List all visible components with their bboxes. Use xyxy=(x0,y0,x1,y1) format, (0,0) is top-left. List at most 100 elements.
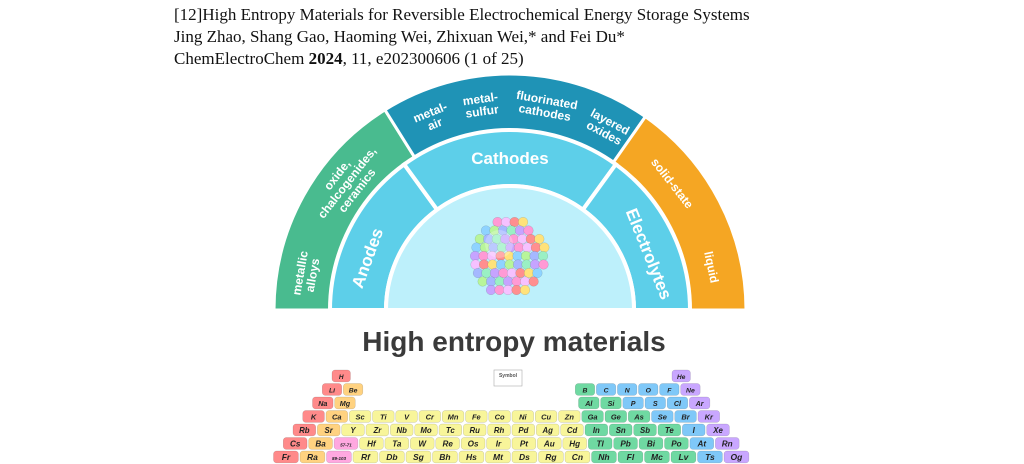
element-cell xyxy=(308,437,333,450)
atom-sphere xyxy=(504,259,515,270)
element-cell xyxy=(562,437,587,450)
atom-sphere xyxy=(513,242,524,253)
element-cell xyxy=(458,450,485,464)
atom-sphere xyxy=(521,259,532,270)
atom-sphere xyxy=(470,250,481,262)
element-cell xyxy=(442,410,465,423)
element-symbol: Mo xyxy=(420,426,432,435)
element-symbol: Cn xyxy=(572,452,583,462)
element-symbol: Ge xyxy=(611,412,621,421)
atom-sphere xyxy=(481,267,492,279)
element-cell xyxy=(638,383,659,396)
element-cell xyxy=(628,410,651,423)
legend-box xyxy=(493,369,523,387)
element-symbol: Si xyxy=(608,400,616,408)
element-symbol: Cl xyxy=(674,400,682,408)
element-cell xyxy=(584,423,608,437)
cathode-segment-label-0-line: air xyxy=(425,115,444,134)
element-symbol: Rg xyxy=(545,452,557,462)
atom-sphere xyxy=(512,250,523,262)
element-cell xyxy=(651,410,674,423)
element-cell xyxy=(273,450,299,464)
element-symbol: Og xyxy=(731,452,744,462)
element-cell xyxy=(343,383,364,396)
element-cell xyxy=(723,450,750,464)
element-symbol: Cr xyxy=(426,412,435,421)
element-cell xyxy=(682,423,706,437)
element-symbol: Po xyxy=(671,439,681,448)
element-cell xyxy=(609,423,633,437)
element-cell xyxy=(535,410,558,423)
element-symbol: Rn xyxy=(722,439,733,448)
atom-sphere xyxy=(512,259,524,270)
element-symbol: Ga xyxy=(588,412,598,421)
element-cell xyxy=(463,423,487,437)
journal-year: 2024 xyxy=(308,49,343,68)
ref-number: [12] xyxy=(174,5,203,24)
element-cell xyxy=(657,423,681,437)
element-cell xyxy=(488,410,511,423)
element-symbol: Sn xyxy=(616,426,626,435)
element-symbol: Mn xyxy=(448,412,459,421)
sphere-highlight xyxy=(485,230,513,258)
element-symbol: Mt xyxy=(493,452,504,462)
element-cell xyxy=(322,383,342,396)
element-symbol: O xyxy=(646,387,652,394)
element-symbol: Sb xyxy=(640,426,650,435)
citation-title-line: [12]High Entropy Materials for Reversibl… xyxy=(174,4,894,26)
atom-sphere xyxy=(506,267,517,279)
element-cell xyxy=(689,396,711,410)
element-cell xyxy=(460,437,486,450)
element-cell xyxy=(564,450,591,464)
element-cell xyxy=(666,396,688,410)
element-cell xyxy=(578,396,600,410)
atom-sphere xyxy=(478,259,490,270)
element-symbol: Bi xyxy=(647,439,656,448)
element-symbol: Pt xyxy=(520,439,528,448)
element-cell xyxy=(617,450,644,464)
element-cell xyxy=(341,423,365,437)
element-cell xyxy=(613,437,638,450)
atom-sphere xyxy=(477,276,488,287)
element-symbol: Zn xyxy=(564,412,575,421)
element-symbol: Hf xyxy=(367,439,377,448)
element-symbol: Cs xyxy=(290,439,301,448)
element-cell xyxy=(333,437,359,450)
element-symbol: Au xyxy=(543,439,555,448)
element-symbol: Ne xyxy=(686,387,695,394)
element-symbol: Fe xyxy=(472,412,481,421)
element-symbol: Kr xyxy=(705,412,714,421)
element-cell xyxy=(644,450,670,464)
element-cell xyxy=(581,410,604,423)
element-symbol: Nb xyxy=(396,426,407,435)
element-cell xyxy=(537,437,562,450)
element-cell xyxy=(349,410,372,423)
element-cell xyxy=(299,450,326,464)
legend-title: Symbol xyxy=(499,373,518,379)
atom-sphere xyxy=(503,276,514,287)
element-symbol: V xyxy=(404,412,410,421)
atom-sphere xyxy=(514,225,526,236)
element-cell xyxy=(283,437,308,450)
element-cell xyxy=(465,410,488,423)
element-cell xyxy=(511,437,537,450)
element-cell xyxy=(334,396,356,410)
element-cell xyxy=(511,450,538,464)
element-symbol: K xyxy=(311,412,317,421)
element-symbol: Ra xyxy=(307,452,318,462)
element-symbol: Mc xyxy=(651,452,663,462)
element-symbol: Ta xyxy=(392,439,402,448)
element-symbol: Nh xyxy=(598,452,609,462)
element-cell xyxy=(689,437,714,450)
journal-volume-pages: , 11, e202300606 (1 of 25) xyxy=(342,49,524,68)
element-symbol: C xyxy=(604,387,610,394)
element-symbol: Ba xyxy=(315,439,326,448)
atom-sphere xyxy=(502,284,514,296)
atom-sphere xyxy=(471,242,482,253)
atom-sphere xyxy=(495,259,507,270)
element-cell xyxy=(591,450,617,464)
element-cell xyxy=(674,410,697,423)
element-cell xyxy=(558,410,581,423)
element-symbol: Li xyxy=(329,387,336,394)
element-symbol: Lv xyxy=(678,452,689,462)
